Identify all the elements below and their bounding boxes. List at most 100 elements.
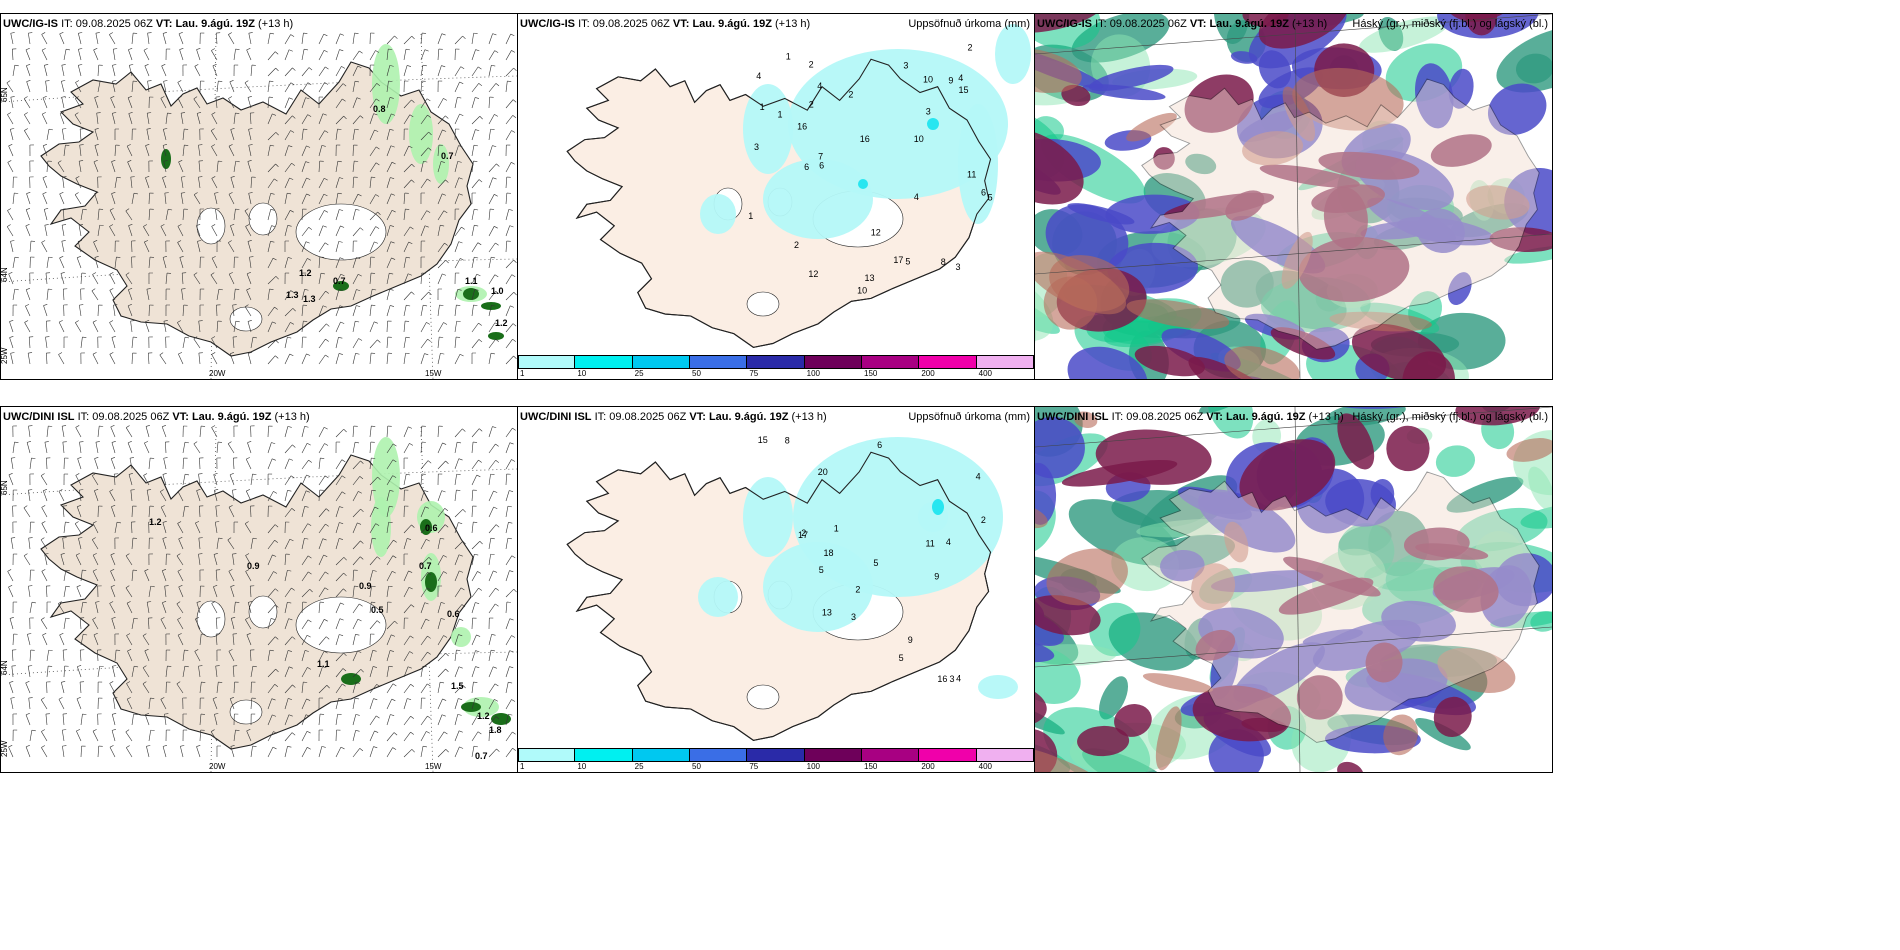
wind-barb-flag [424, 602, 429, 605]
precip-value-label: 6 [804, 162, 809, 172]
wind-barb-flag [10, 697, 15, 699]
wind-barb [62, 289, 65, 301]
wind-barb-flag [479, 541, 483, 545]
wind-barb [229, 81, 235, 93]
wind-barb-flag [58, 352, 63, 355]
wind-barb-flag [459, 113, 464, 116]
colorbar-tick-label: 50 [692, 762, 701, 771]
colorbar-segment [518, 355, 576, 369]
wind-barb [60, 273, 65, 285]
wind-barb-flag [111, 457, 116, 459]
wind-barb-flag [292, 684, 296, 688]
wind-barb [386, 522, 389, 534]
colorbar-tick-label: 150 [864, 369, 878, 378]
wind-barb-flag [41, 473, 45, 476]
wind-barb [215, 209, 218, 221]
wind-barb [46, 129, 50, 141]
wind-barb-flag [116, 521, 122, 524]
wind-barb-flag [93, 553, 97, 556]
wind-barb [471, 49, 476, 61]
cloud-patch [1224, 521, 1249, 563]
wind-barb [126, 635, 133, 646]
wind-barb [216, 289, 220, 301]
wind-barb [25, 209, 31, 221]
wind-barb-flag [473, 745, 478, 748]
wind-barb-flag [287, 601, 292, 604]
grid-line [1035, 407, 1552, 448]
wind-barb-flag [442, 129, 447, 132]
wind-barb-flag [493, 506, 498, 509]
wind-barb [369, 194, 376, 205]
wind-barb [335, 491, 343, 502]
wind-barb-flag [376, 83, 381, 87]
wind-barb-flag [509, 442, 514, 445]
wind-barb [318, 746, 323, 758]
wind-barb [301, 114, 308, 125]
wind-barb [176, 555, 184, 566]
wind-barb [29, 602, 33, 614]
wind-barb-flag [359, 476, 364, 480]
wind-barb [75, 427, 82, 438]
precip-value-label: 4 [958, 73, 963, 83]
wind-barb-flag [411, 524, 415, 528]
wind-barb [369, 650, 374, 662]
wind-barb-flag [322, 113, 327, 116]
wind-barb-flag [78, 537, 83, 539]
wind-barb-flag [25, 48, 30, 51]
wind-barb [113, 698, 116, 710]
wind-barb [403, 474, 407, 486]
wind-barb-flag [323, 193, 328, 197]
wind-barb [94, 257, 99, 269]
wind-barb-flag [492, 33, 497, 36]
wind-barb [162, 602, 167, 614]
wind-barb-flag [65, 617, 70, 620]
wind-barb-flag [9, 320, 14, 322]
wind-barb [59, 634, 65, 646]
wind-barb-flag [358, 338, 363, 341]
wind-barb-flag [100, 80, 105, 83]
wind-barb-flag [478, 83, 483, 87]
wind-barb [160, 98, 167, 109]
wind-barb [369, 257, 372, 269]
wind-barb [318, 554, 324, 566]
wind-barb [58, 491, 65, 502]
wind-barb [146, 602, 150, 614]
wind-barb [471, 242, 479, 253]
wind-barb-flag [134, 665, 139, 668]
wind-barb [245, 619, 252, 630]
wind-barb-flag [244, 304, 249, 307]
wind-barb [247, 442, 252, 454]
wind-barb [437, 322, 444, 333]
precip-core [932, 499, 944, 515]
wind-barb [352, 586, 355, 598]
wind-barb-flag [23, 553, 28, 556]
wind-barb-flag [10, 240, 15, 242]
wind-barb-flag [409, 443, 414, 446]
wind-barb [24, 322, 31, 333]
wind-barb [267, 650, 271, 662]
cloud-patch [1504, 245, 1552, 264]
wind-barb [113, 305, 116, 317]
wind-barb-flag [478, 459, 482, 463]
wind-barb [471, 459, 479, 470]
wind-barb [177, 571, 184, 582]
wind-barb [301, 698, 307, 710]
cloud-patch [1073, 411, 1098, 428]
wind-barb-flag [392, 475, 397, 478]
wind-barb [318, 636, 327, 646]
wind-barb-flag [274, 51, 279, 55]
wind-barb-flag [308, 571, 312, 575]
wind-barb [284, 650, 289, 662]
wind-barb [229, 474, 235, 486]
wind-barb [420, 305, 424, 317]
wind-barb [131, 33, 134, 45]
wind-barb [196, 225, 201, 237]
wind-barb [318, 475, 326, 486]
wind-barb-flag [246, 489, 251, 492]
wind-barb-flag [304, 426, 309, 428]
wind-barb [40, 539, 48, 550]
wind-barb [369, 146, 377, 157]
cloud-patch [1504, 168, 1552, 236]
wind-barb [335, 506, 340, 518]
